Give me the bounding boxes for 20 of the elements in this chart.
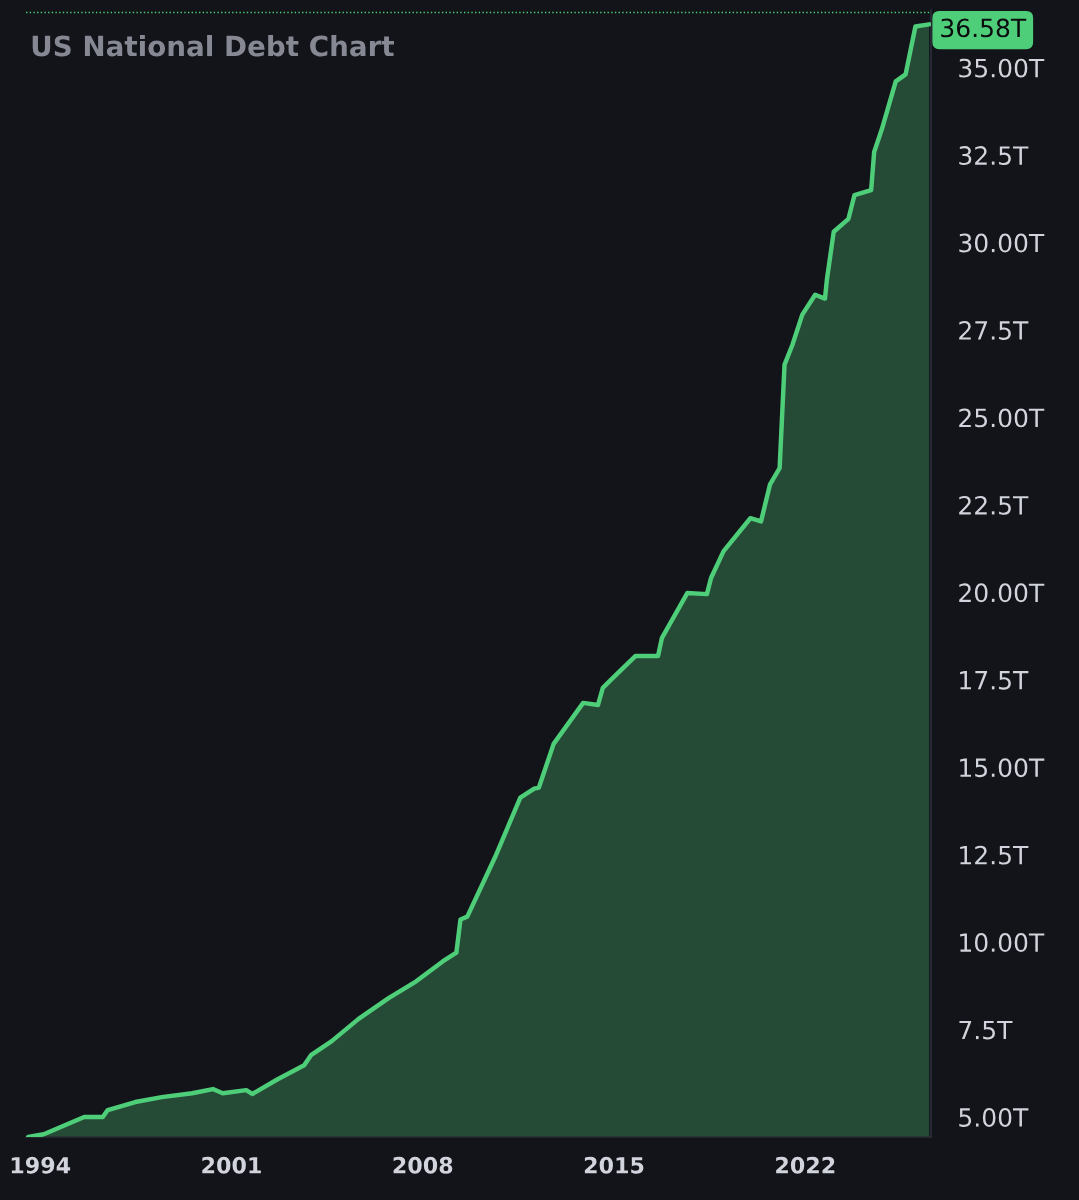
y-tick-label: 7.5T [959,1020,1013,1040]
x-tick-label: 2015 [584,1156,644,1174]
y-tick-label: 22.5T [959,495,1029,515]
y-tick-label: 17.5T [960,671,1029,690]
x-tick-label: 2022 [776,1156,835,1174]
x-tick-label: 2008 [393,1156,453,1174]
x-tick-label: 2001 [202,1156,261,1174]
y-tick-label: 27.5T [959,320,1029,340]
y-tick-label: 35.00T [959,58,1045,78]
text: US National Debt Chart [32,35,394,57]
y-tick-label: 12.5T [960,845,1029,865]
y-tick-label: 32.5T [959,146,1029,166]
y-tick-label: 15.00T [960,758,1045,778]
y-tick-label: 5.00T [959,1108,1029,1127]
y-tick-label: 30.00T [959,233,1045,253]
y-tick-label: 10.00T [960,933,1045,953]
y-tick-label: 25.00T [959,408,1045,428]
y-tick-label: 20.00T [959,583,1045,603]
x-tick-label: 1994 [11,1156,71,1174]
ref-line-label: 36.58T [941,18,1027,38]
